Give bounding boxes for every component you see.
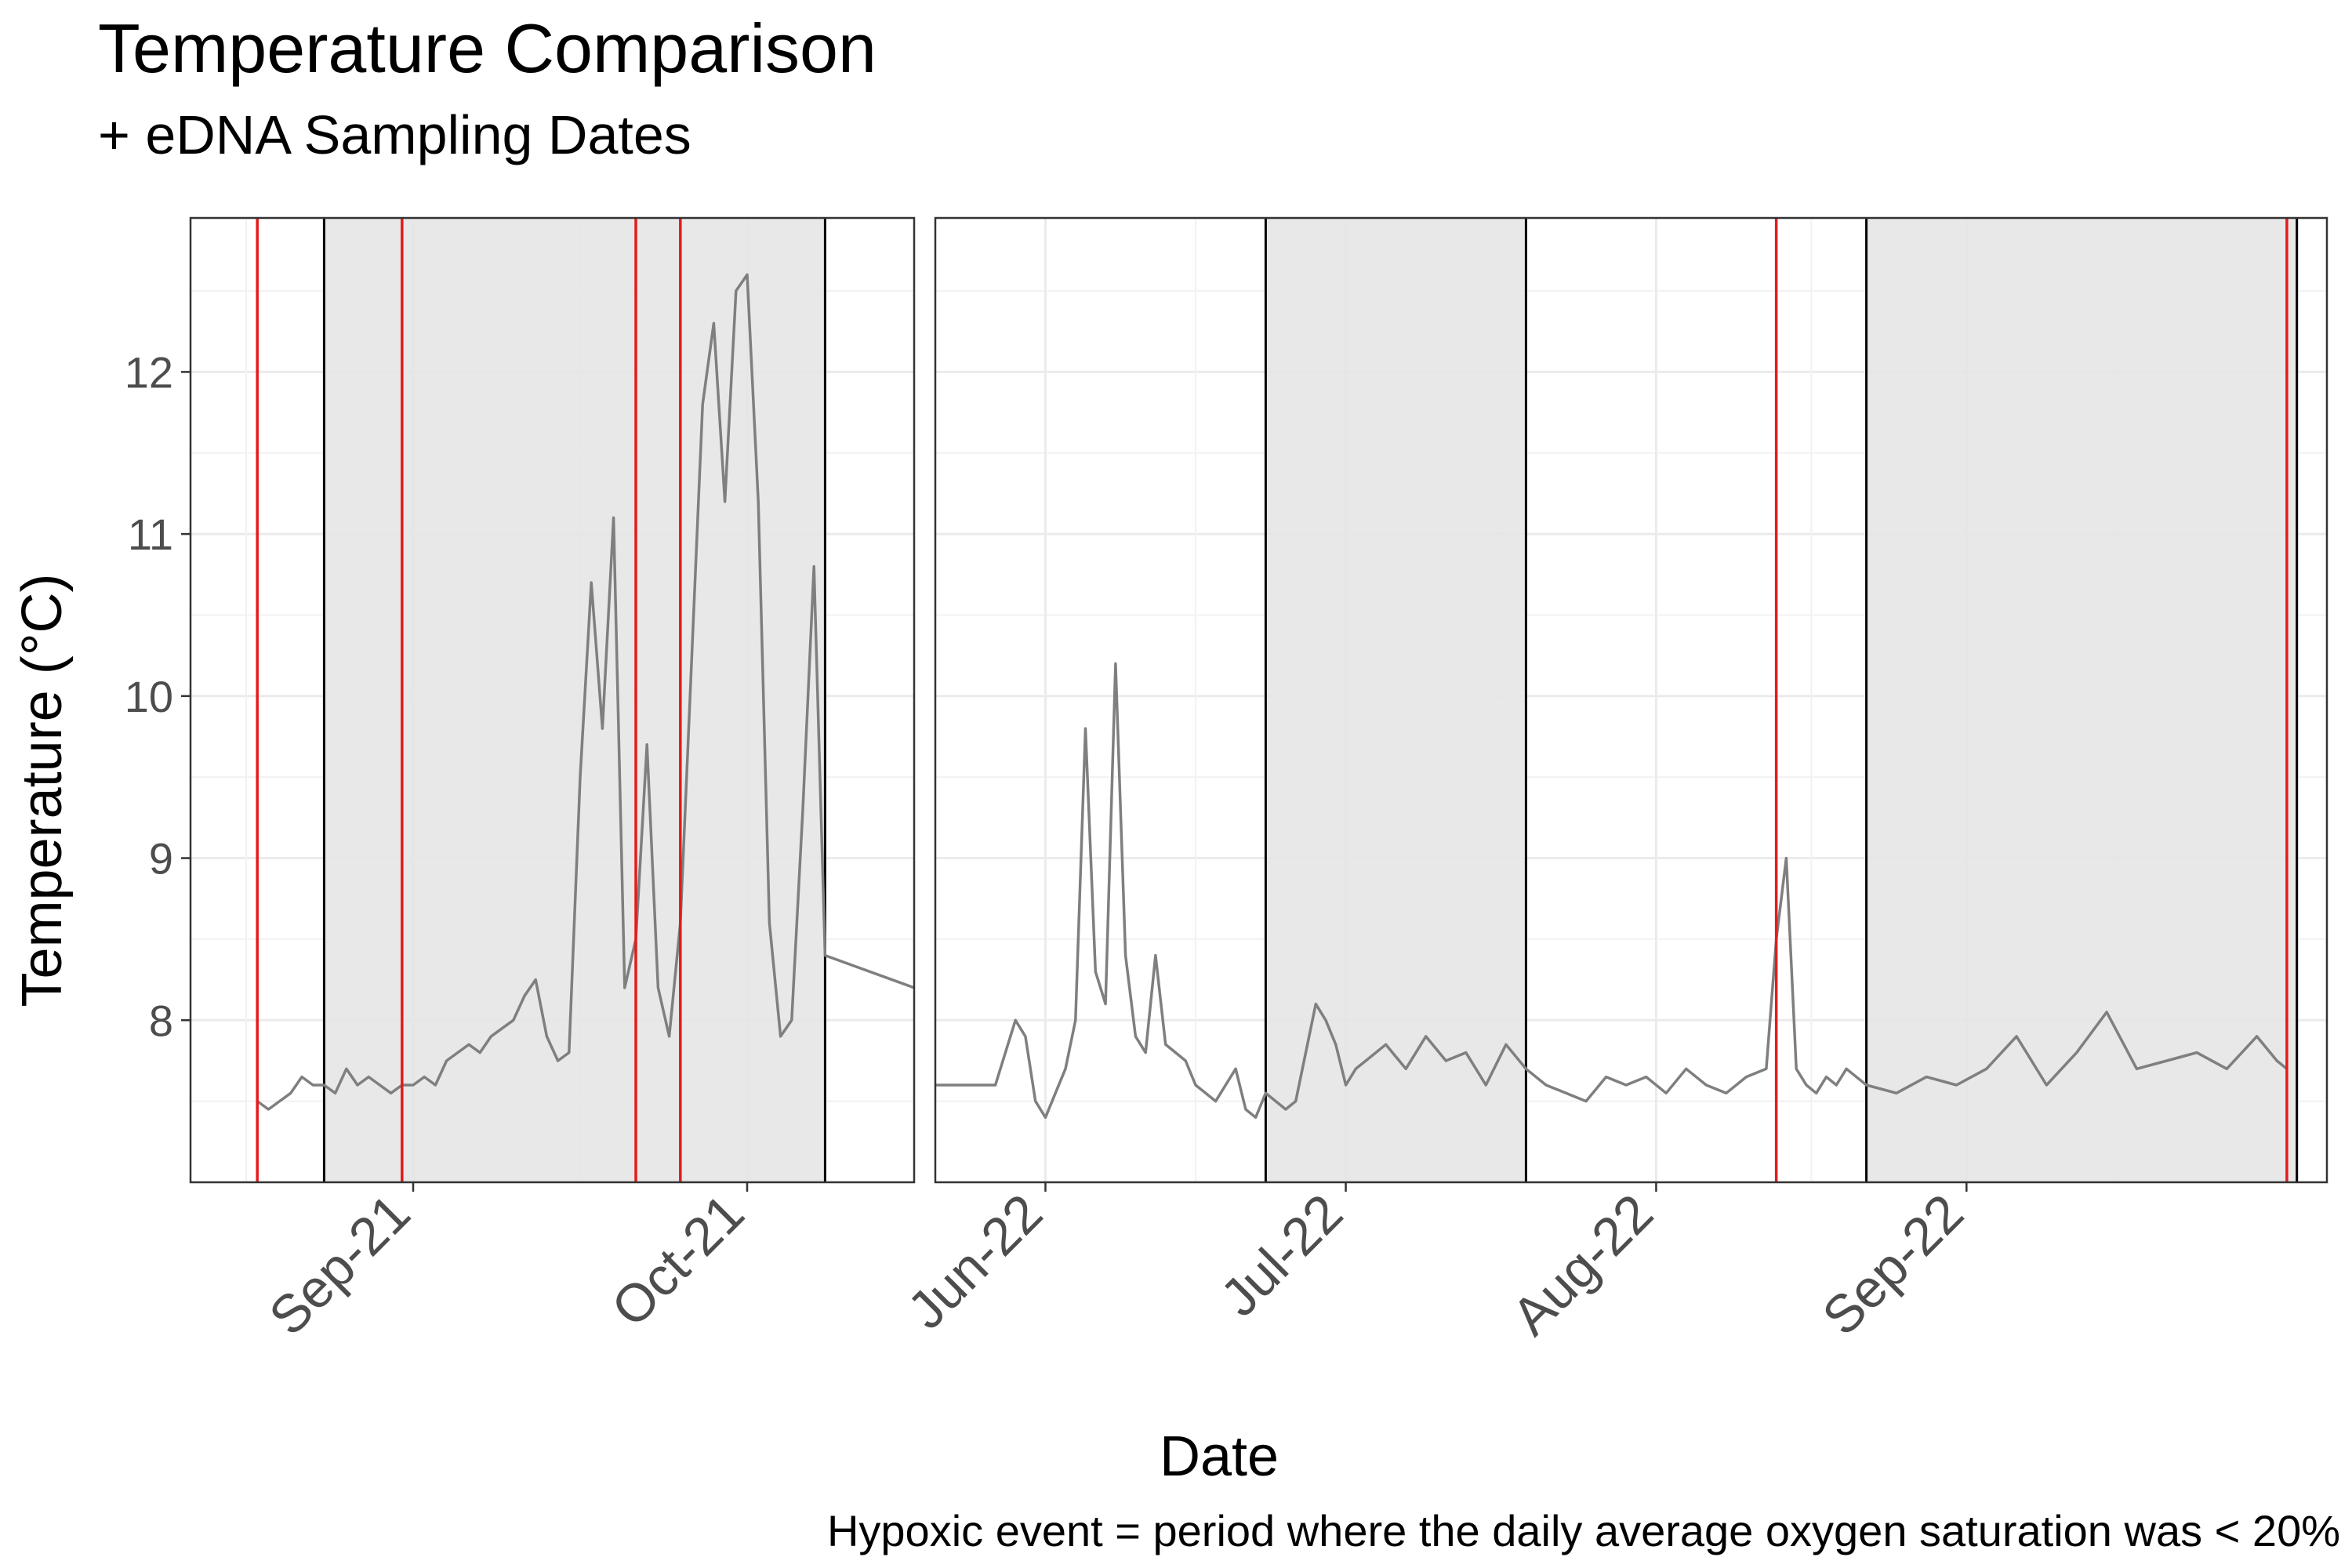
x-axis-title: Date xyxy=(1160,1425,1279,1488)
hypoxic-event-band xyxy=(324,218,826,1182)
hypoxic-event-band xyxy=(1265,218,1526,1182)
panel-border xyxy=(934,216,2328,1184)
y-tick-label: 11 xyxy=(128,510,173,559)
y-tick-label: 9 xyxy=(149,834,173,884)
panel-2: Jun-22 Jul-22 Aug-22 Sep-22 xyxy=(896,216,2328,1347)
panel-border xyxy=(189,216,916,1184)
y-tick-label: 8 xyxy=(149,996,173,1045)
y-axis-title: Temperature (°C) xyxy=(11,574,74,1007)
panel-plot-area xyxy=(935,218,2327,1182)
chart-subtitle: + eDNA Sampling Dates xyxy=(98,104,691,165)
temperature-series-line xyxy=(935,662,2288,1120)
y-tick-label: 10 xyxy=(125,672,173,721)
y-tick-label: 12 xyxy=(125,347,173,397)
hypoxic-event-band xyxy=(1866,218,2297,1182)
chart-caption: Hypoxic event = period where the daily a… xyxy=(827,1506,2340,1555)
temperature-series-line xyxy=(256,273,914,1111)
panel-plot-area xyxy=(191,218,914,1182)
chart-title: Temperature Comparison xyxy=(98,9,877,87)
